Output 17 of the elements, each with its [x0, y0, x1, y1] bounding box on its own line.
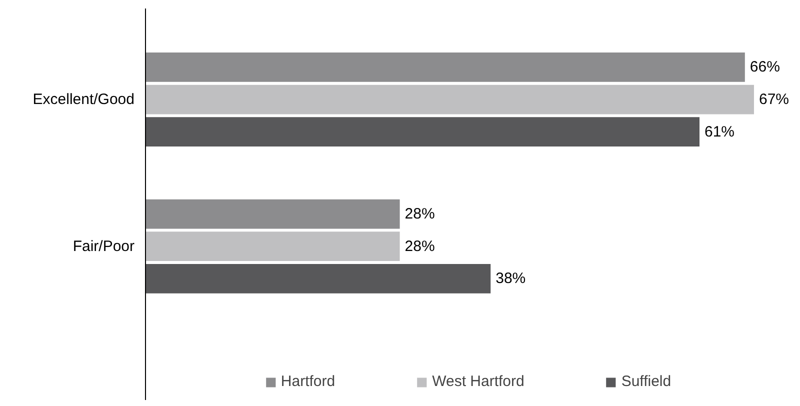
legend-label: Hartford — [280, 373, 336, 390]
legend-label: Suffield — [621, 373, 672, 390]
data-label: 67% — [758, 91, 790, 108]
data-label: 28% — [404, 206, 435, 223]
legend-label: West Hartford — [432, 373, 524, 390]
bar — [146, 264, 491, 294]
bar — [146, 52, 745, 82]
data-label: 38% — [496, 270, 526, 288]
bar — [146, 232, 400, 262]
data-label: 28% — [404, 238, 435, 255]
bar — [146, 199, 400, 229]
data-label: 61% — [704, 123, 735, 140]
data-label: 66% — [750, 58, 780, 76]
bar — [146, 84, 754, 114]
y-tick-label: Excellent/Good — [32, 91, 135, 108]
bar — [146, 117, 700, 147]
y-tick-label: Fair/Poor — [72, 238, 135, 255]
